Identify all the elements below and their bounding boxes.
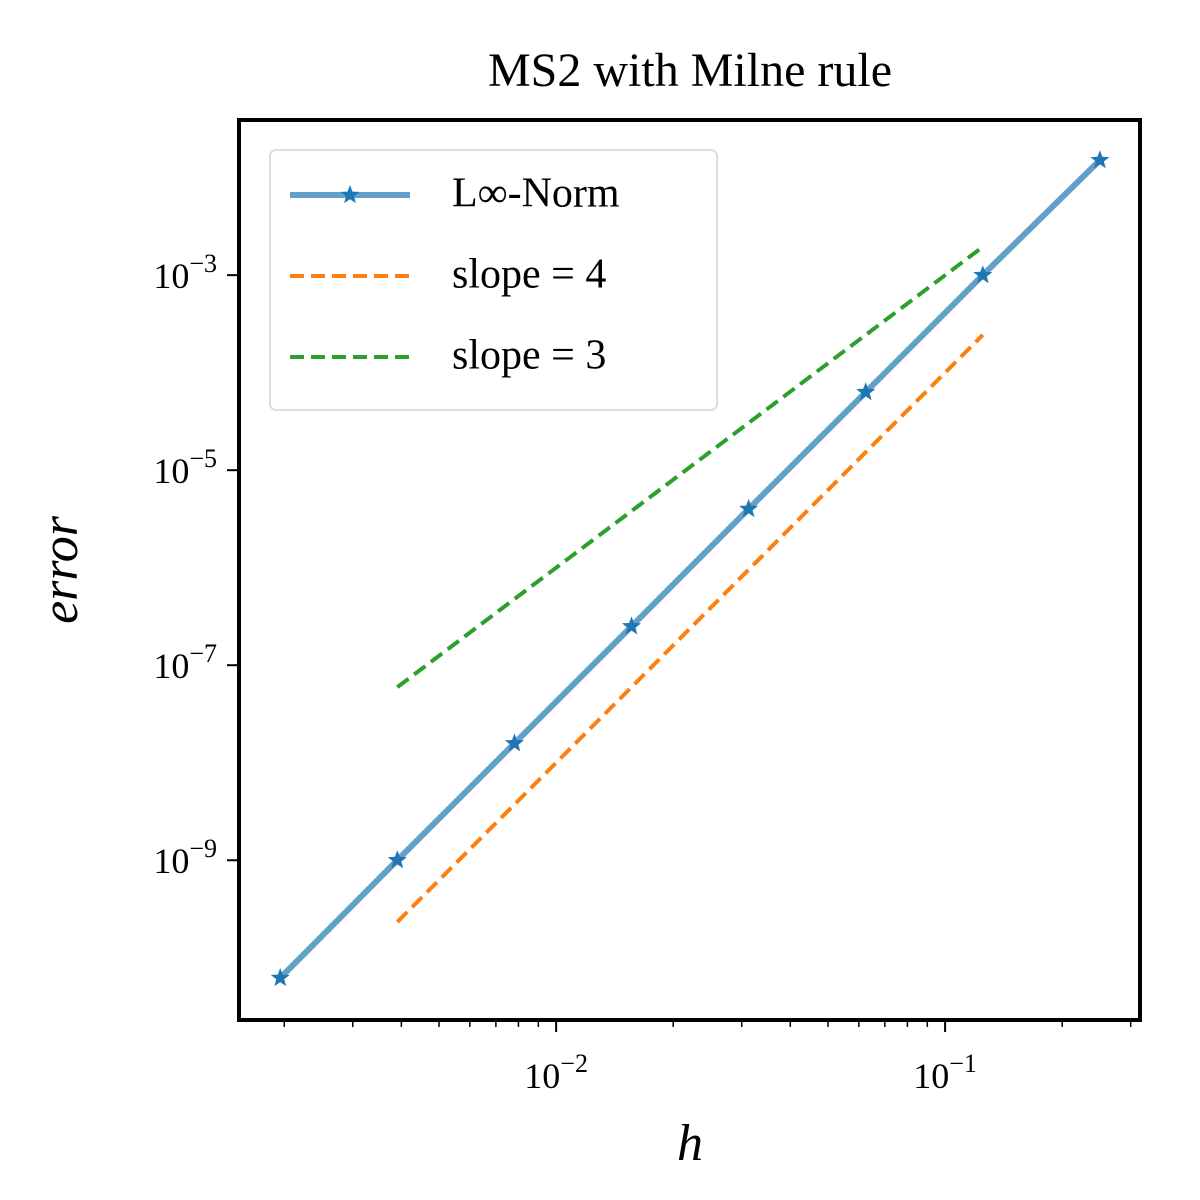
point-marker [856,382,876,401]
x-tick-label: 10−2 [524,1049,588,1096]
x-tick-label: 10−1 [913,1049,977,1096]
point-marker [973,265,993,284]
legend-marker [340,185,360,204]
series-line [396,245,984,689]
point-marker [504,733,524,752]
point-marker [387,850,407,869]
y-tick-label: 10−3 [153,249,217,296]
chart-title: MS2 with Milne rule [488,44,892,97]
series-line [395,333,985,924]
legend-label: L∞-Norm [452,171,620,217]
plot-frame [237,118,1142,1022]
legend-label: slope = 4 [452,252,606,298]
point-marker [1090,150,1110,169]
legend-label: slope = 3 [452,333,606,379]
x-axis-label: h [677,1115,703,1172]
y-axis-label: error [32,515,89,624]
point-marker [270,968,290,987]
y-tick-label: 10−5 [153,444,217,491]
series-line [278,158,1102,981]
point-marker [739,499,759,518]
y-tick-label: 10−9 [153,834,217,881]
y-tick-label: 10−7 [153,639,217,686]
point-marker [622,616,641,635]
legend-box [269,149,718,411]
